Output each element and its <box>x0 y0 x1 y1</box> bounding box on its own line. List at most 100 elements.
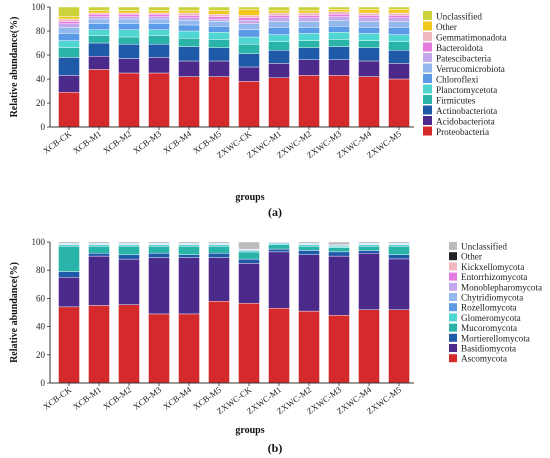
legend-swatch <box>449 252 457 261</box>
bar-segment <box>358 246 380 251</box>
legend-swatch <box>449 293 457 301</box>
bar-segment <box>268 34 290 42</box>
bar-segment <box>298 241 320 244</box>
bar-segment <box>388 41 410 51</box>
legend-swatch <box>423 42 432 52</box>
y-axis-label: Relative abundance(%) <box>9 17 20 118</box>
bar-segment <box>88 13 110 17</box>
bar-segment <box>208 13 230 17</box>
bar-segment <box>118 241 140 244</box>
bar-segment <box>178 241 200 244</box>
legend-swatch <box>449 333 457 342</box>
y-tick-label: 20 <box>36 98 46 108</box>
bar-segment <box>358 40 380 48</box>
bar-segment <box>238 44 260 55</box>
bar-segment <box>268 41 290 51</box>
bar-segment <box>388 63 410 80</box>
bar-segment <box>268 241 290 243</box>
bar-segment <box>178 6 200 11</box>
bar-segment <box>238 251 260 260</box>
bar-segment <box>238 9 260 16</box>
legend-entry: Acidobacteriota <box>436 117 495 127</box>
bar-segment <box>58 57 80 76</box>
legend-entry: Firmicutes <box>436 96 476 106</box>
bar-segment <box>58 23 80 28</box>
bar-segment <box>238 66 260 82</box>
bar-segment <box>298 246 320 251</box>
bar-segment <box>358 12 380 16</box>
legend-swatch <box>449 272 457 281</box>
legend-swatch <box>449 354 457 363</box>
bar-segment <box>88 244 110 247</box>
bar-segment <box>58 6 80 17</box>
legend-entry: Other <box>461 252 482 262</box>
bar-segment <box>298 15 320 18</box>
bar-segment <box>88 29 110 36</box>
legend-entry: Proteobacteria <box>436 127 489 137</box>
bar-segment <box>148 246 170 254</box>
bar-segment <box>118 58 140 74</box>
bar-segment <box>298 10 320 14</box>
y-tick-label: 60 <box>36 50 46 60</box>
bar-segment <box>58 91 80 128</box>
bar-segment <box>148 16 170 20</box>
bar-segment <box>358 17 380 22</box>
bar-segment <box>88 241 110 244</box>
bar-segment <box>328 59 350 76</box>
legend-entry: Unclassified <box>436 12 482 22</box>
bar-segment <box>88 16 110 20</box>
bar-segment <box>238 20 260 25</box>
bar-segment <box>388 50 410 64</box>
legend-entry: Gemmatimonadota <box>436 33 506 43</box>
bar-segment <box>208 47 230 62</box>
plot-area <box>50 242 414 383</box>
bar-segment <box>148 72 170 128</box>
bar-segment <box>208 76 230 128</box>
panel-label: (b) <box>268 441 283 455</box>
legend-entry: Entorrhizomycota <box>461 272 527 282</box>
x-tick-label: XCB-M1 <box>71 129 103 156</box>
bar-segment <box>268 17 290 22</box>
bar-segment <box>328 46 350 60</box>
bar-segment <box>298 310 320 384</box>
bar-segment <box>178 17 200 21</box>
bar-segment <box>88 6 110 11</box>
bar-segment <box>148 257 170 315</box>
bar-segment <box>298 40 320 48</box>
legend-swatch <box>423 126 432 136</box>
bar-segment <box>88 305 110 384</box>
x-tick-label: XCB-M2 <box>101 385 133 412</box>
bar-segment <box>178 257 200 315</box>
bar-segment <box>238 23 260 30</box>
bar-segment <box>58 16 80 20</box>
bar-segment <box>178 254 200 258</box>
bar-segment <box>268 21 290 28</box>
bar-segment <box>268 15 290 18</box>
y-tick-label: 80 <box>36 26 46 36</box>
legend-swatch <box>449 242 457 250</box>
legend-entry: Mortierellomycota <box>461 333 530 343</box>
legend-entry: Mucoromycota <box>461 323 517 333</box>
bar-segment <box>358 60 380 77</box>
bar-segment <box>178 60 200 77</box>
bar-segment <box>208 60 230 77</box>
y-tick-label: 40 <box>36 322 46 332</box>
x-tick-label: XCB-CK <box>41 128 74 156</box>
chart-panel-b: XCB-CKXCB-M1XCB-M2XCB-M3XCB-M4XCB-M5ZXWC… <box>9 237 542 455</box>
legend-entry: Ascomycota <box>461 354 507 364</box>
bar-segment <box>328 13 350 17</box>
bar-segment <box>298 59 320 76</box>
bar-segment <box>88 42 110 57</box>
legend-swatch <box>449 323 457 332</box>
bar-segment <box>298 21 320 28</box>
bar-segment <box>178 246 200 255</box>
bar-segment <box>298 12 320 16</box>
bar-segment <box>388 21 410 28</box>
bar-segment <box>148 23 170 30</box>
bar-segment <box>328 9 350 12</box>
chart-panel-a: XCB-CKXCB-M1XCB-M2XCB-M3XCB-M4XCB-M5ZXWC… <box>9 2 506 219</box>
bar-segment <box>328 26 350 33</box>
y-tick-label: 40 <box>36 74 46 84</box>
